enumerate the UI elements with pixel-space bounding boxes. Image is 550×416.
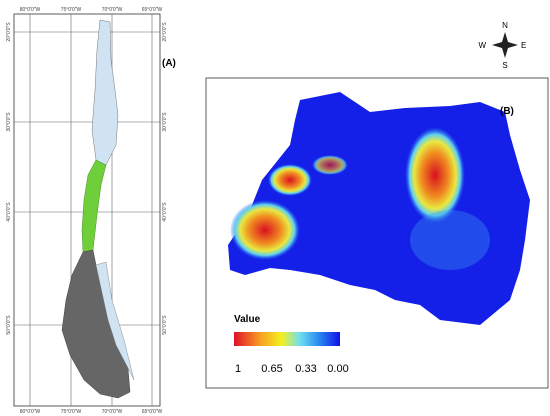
lon-label: 75°0'0"W [61,409,82,415]
lowland [410,210,490,270]
lat-label: 50°0'0"S [162,315,168,335]
north-chile [91,19,119,166]
legend-label: 0.65 [261,363,282,375]
lat-label: 20°0'0"S [162,22,168,42]
hotspot [230,200,300,260]
lat-label: 40°0'0"S [162,202,168,222]
panel-label: (A) [162,58,176,69]
legend-colorbar [234,332,340,346]
lat-label: 30°0'0"S [6,112,12,132]
panel-a: (A) 80°0'0"W 75°0'0"W 70°0'0"W 65°0'0"W 80°0… [6,7,176,415]
compass-n: N [502,21,508,30]
hotspot [312,155,348,175]
hotspot [268,164,312,196]
lon-label: 70°0'0"W [102,7,123,13]
lon-label: 70°0'0"W [102,409,123,415]
argentina-border [95,261,135,381]
compass-s: S [502,61,507,70]
lon-label: 75°0'0"W [61,7,82,13]
lat-label: 20°0'0"S [6,22,12,42]
panel-label: (B) [500,106,514,117]
compass: N S W E [478,21,526,70]
compass-w: W [478,41,486,50]
legend-label: 0.00 [327,363,348,375]
lon-label: 80°0'0"W [20,409,41,415]
lon-label: 65°0'0"W [142,7,163,13]
legend-label: 0.33 [295,363,316,375]
lat-label: 50°0'0"S [6,315,12,335]
legend-label: 1 [235,363,241,375]
lat-label: 40°0'0"S [6,202,12,222]
compass-e: E [521,41,526,50]
hotspot [405,127,465,223]
panel-b: (B) Value 1 0.65 0.33 0.00 [205,77,549,389]
lon-label: 65°0'0"W [142,409,163,415]
legend-title: Value [234,314,261,325]
lon-label: 80°0'0"W [20,7,41,13]
lat-label: 30°0'0"S [162,112,168,132]
